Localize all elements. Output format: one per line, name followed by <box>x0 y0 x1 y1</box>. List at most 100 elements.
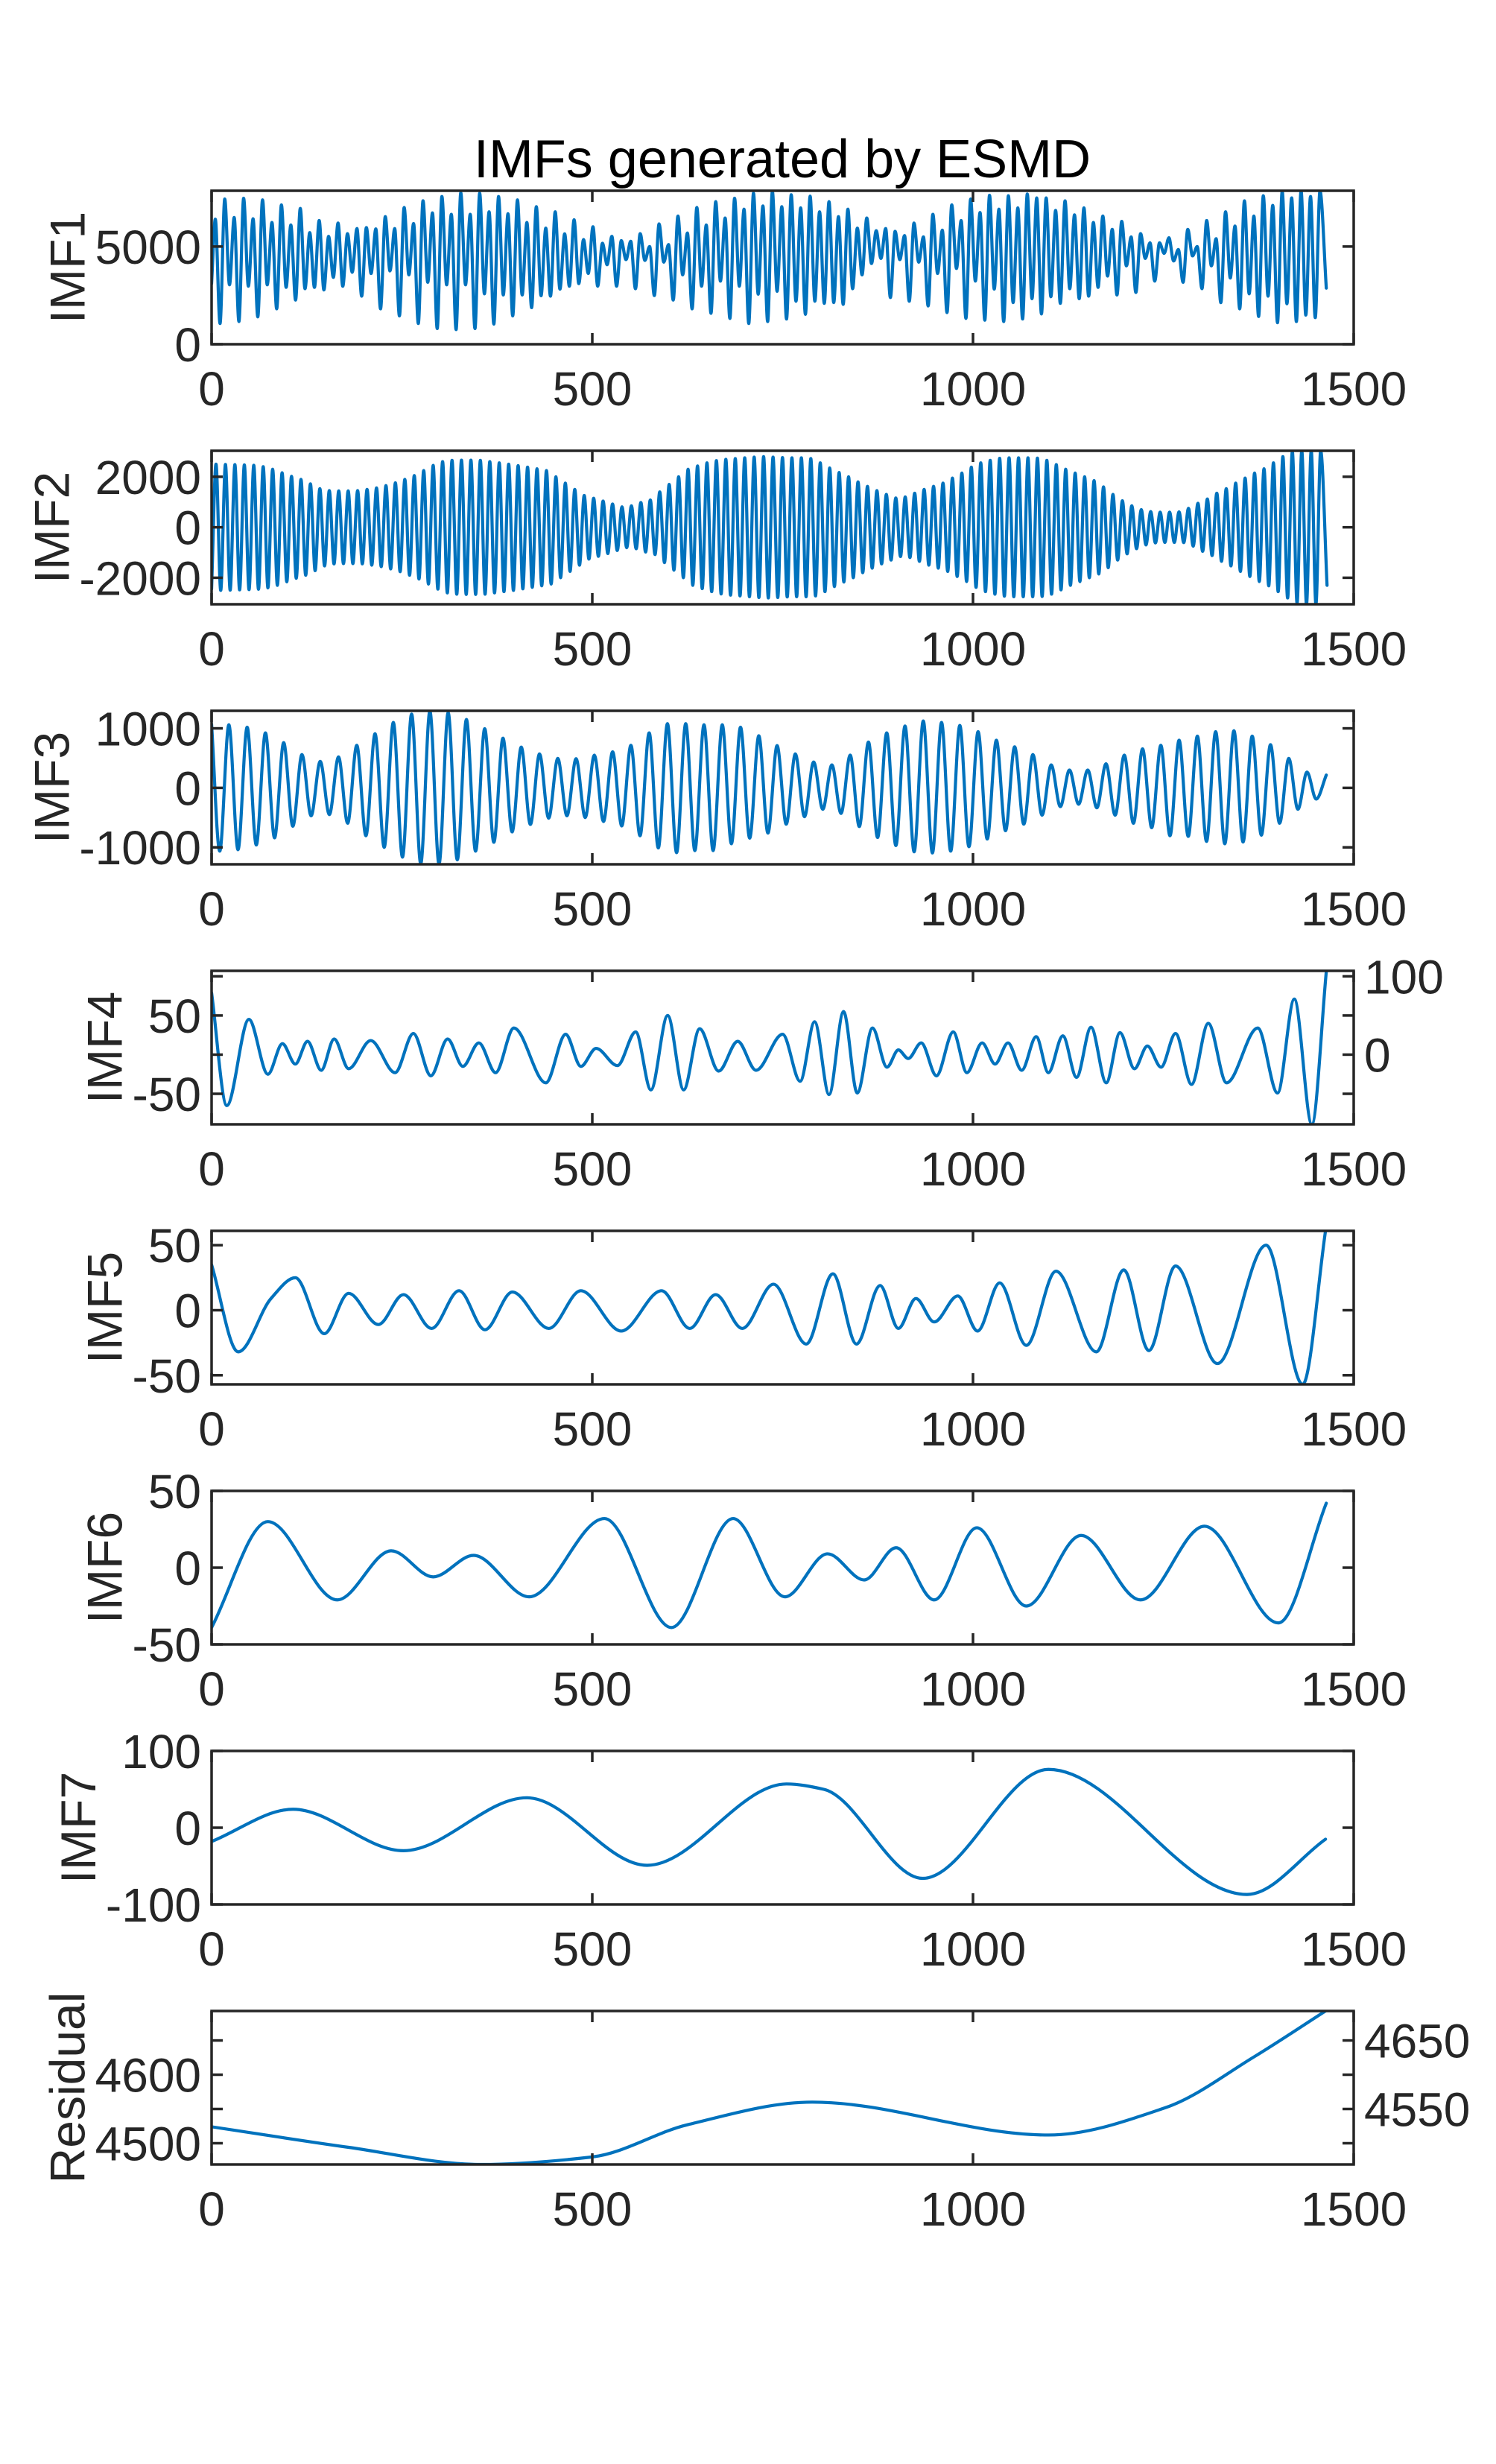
imf5-xtick-label: 0 <box>198 1402 225 1456</box>
imf7-ytick-label: -100 <box>106 1878 201 1932</box>
imf2-ylabel: IMF2 <box>24 472 79 583</box>
imf7-ytick-label: 0 <box>174 1802 201 1855</box>
imf2-ytick-label: -2000 <box>79 551 201 605</box>
imf5-axes-box <box>210 1229 1355 1386</box>
imf6-xtick-label: 1000 <box>920 1662 1026 1716</box>
imf6-line <box>212 1501 1328 1630</box>
imf7-axes-box <box>210 1749 1355 1906</box>
imf6-ylabel: IMF6 <box>77 1512 133 1624</box>
imf3-ytick-label: 0 <box>174 761 201 815</box>
imf3-ytick-label: -1000 <box>79 821 201 875</box>
imf4-xtick-label: 1000 <box>920 1142 1026 1196</box>
residual-ytick-label: 4600 <box>95 2049 201 2103</box>
imf6-ytick-labels: -50 0 50 <box>133 1465 202 1672</box>
imf5-xtick-label: 500 <box>553 1402 633 1456</box>
panel-residual: 0 500 1000 1500 4500 4600 4550 4650 Residual <box>40 1992 1471 2236</box>
residual-xtick-label: 0 <box>198 2182 225 2236</box>
imf7-xtick-label: 0 <box>198 1922 225 1976</box>
imf4-ytick-label: 50 <box>148 989 201 1043</box>
imf7-line <box>212 1767 1328 1896</box>
imf2-ytick-label: 0 <box>174 501 201 555</box>
imf7-xtick-label: 500 <box>553 1922 633 1976</box>
imf6-xtick-label: 500 <box>553 1662 633 1716</box>
imf6-axes-box <box>210 1489 1355 1646</box>
imf4-axes-box <box>210 969 1355 1126</box>
imf1-axes-box <box>210 189 1355 346</box>
imf1-xtick-label: 1500 <box>1301 362 1407 416</box>
imf1-ylabel: IMF1 <box>40 212 95 323</box>
imf4-ytick-label: 100 <box>1364 950 1444 1004</box>
imf4-ylabel: IMF4 <box>77 992 133 1103</box>
imf5-ylabel: IMF5 <box>77 1252 133 1364</box>
imf5-xtick-label: 1500 <box>1301 1402 1407 1456</box>
imf1-line <box>212 191 1328 332</box>
imf5-ytick-labels: -50 0 50 <box>133 1219 202 1403</box>
imf4-xtick-label: 0 <box>198 1142 225 1196</box>
imf7-ytick-labels: -100 0 100 <box>106 1725 201 1932</box>
imf2-xtick-label: 500 <box>553 622 633 676</box>
imf5-line <box>212 1231 1328 1384</box>
imf6-ytick-label: -50 <box>133 1618 202 1672</box>
residual-ytick-label: 4650 <box>1364 2015 1470 2068</box>
imf6-xtick-label: 0 <box>198 1662 225 1716</box>
imf1-xtick-label: 1000 <box>920 362 1026 416</box>
imf7-xtick-label: 1000 <box>920 1922 1026 1976</box>
imf3-line <box>212 711 1328 864</box>
imf3-xtick-label: 1500 <box>1301 882 1407 936</box>
residual-axes-box <box>210 2009 1355 2166</box>
residual-xtick-label: 1000 <box>920 2182 1026 2236</box>
imf4-line <box>212 971 1328 1124</box>
chart-title: IMFs generated by ESMD <box>474 130 1091 189</box>
residual-ytick-labels-right: 4550 4650 <box>1364 2015 1470 2137</box>
imf5-xtick-label: 1000 <box>920 1402 1026 1456</box>
imf5-ytick-label: 0 <box>174 1284 201 1337</box>
imf2-xtick-label: 1500 <box>1301 622 1407 676</box>
imf6-xtick-label: 1500 <box>1301 1662 1407 1716</box>
imf4-ytick-label: -50 <box>133 1068 202 1121</box>
imf3-ylabel: IMF3 <box>24 732 79 843</box>
imf1-ytick-label: 0 <box>174 318 201 372</box>
imf3-ytick-label: 1000 <box>95 703 201 756</box>
imf1-xtick-label: 0 <box>198 362 225 416</box>
imf3-xtick-label: 0 <box>198 882 225 936</box>
residual-ylabel: Residual <box>40 1992 95 2184</box>
imf1-xtick-label: 500 <box>553 362 633 416</box>
residual-ytick-labels: 4500 4600 <box>95 2049 201 2171</box>
imf6-ytick-label: 0 <box>174 1542 201 1595</box>
imf4-ytick-label: 0 <box>1364 1028 1391 1082</box>
imf2-ytick-label: 2000 <box>95 451 201 504</box>
residual-line <box>212 2011 1328 2164</box>
residual-xtick-label: 1500 <box>1301 2182 1407 2236</box>
imf1-ytick-labels: 0 5000 <box>95 221 201 372</box>
imf2-xtick-label: 0 <box>198 622 225 676</box>
imf7-ylabel: IMF7 <box>51 1772 106 1884</box>
imf1-ytick-label: 5000 <box>95 221 201 274</box>
imf7-ytick-label: 100 <box>121 1725 201 1779</box>
imf4-xtick-label: 500 <box>553 1142 633 1196</box>
residual-xtick-label: 500 <box>553 2182 633 2236</box>
imf2-line <box>212 451 1329 604</box>
imf3-xtick-label: 500 <box>553 882 633 936</box>
residual-ytick-label: 4500 <box>95 2117 201 2170</box>
imf5-ytick-label: 50 <box>148 1219 201 1273</box>
imf7-xtick-label: 1500 <box>1301 1922 1407 1976</box>
imf3-xtick-label: 1000 <box>920 882 1026 936</box>
imf5-ytick-label: -50 <box>133 1349 202 1403</box>
imf4-xtick-label: 1500 <box>1301 1142 1407 1196</box>
imf2-xtick-label: 1000 <box>920 622 1026 676</box>
residual-ytick-label: 4550 <box>1364 2083 1470 2137</box>
imf6-ytick-label: 50 <box>148 1465 201 1518</box>
